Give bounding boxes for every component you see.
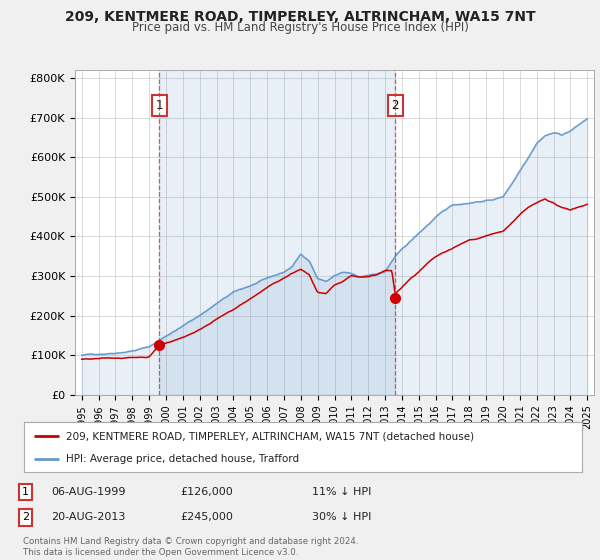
Text: 11% ↓ HPI: 11% ↓ HPI — [312, 487, 371, 497]
Text: 209, KENTMERE ROAD, TIMPERLEY, ALTRINCHAM, WA15 7NT: 209, KENTMERE ROAD, TIMPERLEY, ALTRINCHA… — [65, 10, 535, 24]
Bar — [159, 70, 395, 395]
Text: 1: 1 — [22, 487, 29, 497]
Text: Price paid vs. HM Land Registry's House Price Index (HPI): Price paid vs. HM Land Registry's House … — [131, 21, 469, 34]
Text: 1: 1 — [155, 99, 163, 112]
Text: £126,000: £126,000 — [180, 487, 233, 497]
Text: 20-AUG-2013: 20-AUG-2013 — [51, 512, 125, 522]
Text: 2: 2 — [22, 512, 29, 522]
Text: HPI: Average price, detached house, Trafford: HPI: Average price, detached house, Traf… — [66, 454, 299, 464]
Text: Contains HM Land Registry data © Crown copyright and database right 2024.
This d: Contains HM Land Registry data © Crown c… — [23, 537, 358, 557]
Text: 209, KENTMERE ROAD, TIMPERLEY, ALTRINCHAM, WA15 7NT (detached house): 209, KENTMERE ROAD, TIMPERLEY, ALTRINCHA… — [66, 431, 474, 441]
Text: 30% ↓ HPI: 30% ↓ HPI — [312, 512, 371, 522]
Text: 2: 2 — [391, 99, 399, 112]
Text: £245,000: £245,000 — [180, 512, 233, 522]
Text: 06-AUG-1999: 06-AUG-1999 — [51, 487, 125, 497]
